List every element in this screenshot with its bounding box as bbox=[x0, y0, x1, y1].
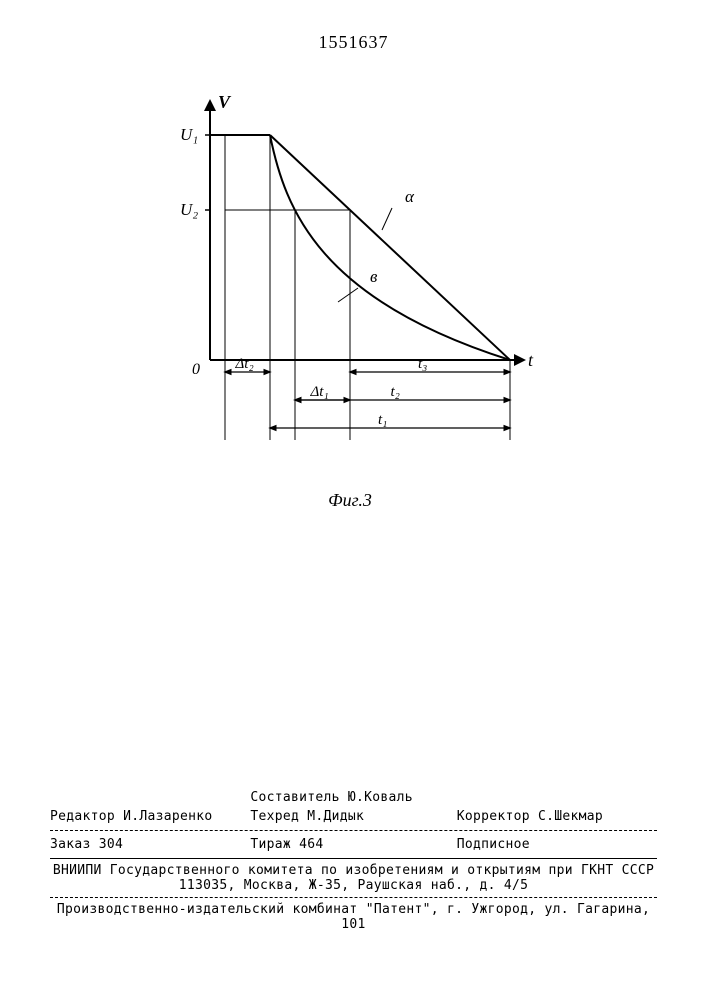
figure-3: Vt 0 U₁ U₂ α в Δt₂ t₃ Δt₁ t₂t₁ Фиг.3 bbox=[150, 90, 550, 520]
org-line-1: ВНИИПИ Государственного комитета по изоб… bbox=[50, 863, 657, 878]
svg-text:U₂: U₂ bbox=[180, 200, 198, 219]
svg-text:V: V bbox=[218, 92, 232, 112]
footer-spacer bbox=[457, 790, 657, 805]
printer-line: Производственно-издательский комбинат "П… bbox=[50, 902, 657, 932]
footer-spacer bbox=[50, 790, 250, 805]
subscription: Подписное bbox=[457, 837, 657, 852]
svg-text:t₃: t₃ bbox=[418, 356, 427, 372]
footer-row-staff: Редактор И.Лазаренко Техред М.Дидык Корр… bbox=[50, 807, 657, 826]
techred: Техред М.Дидык bbox=[250, 809, 456, 824]
chart-svg: Vt 0 U₁ U₂ α в Δt₂ t₃ Δt₁ t₂t₁ bbox=[150, 90, 550, 490]
svg-text:t₁: t₁ bbox=[378, 412, 387, 428]
page: 1551637 Vt 0 U₁ U₂ α в Δt₂ t₃ Δt₁ t₂t₁ Фиг.3 Сост… bbox=[0, 0, 707, 1000]
footer-row-compiler: Составитель Ю.Коваль bbox=[50, 788, 657, 807]
svg-text:t: t bbox=[528, 350, 534, 370]
editor: Редактор И.Лазаренко bbox=[50, 809, 250, 824]
print-run: Тираж 464 bbox=[250, 837, 456, 852]
imprint-footer: Составитель Ю.Коваль Редактор И.Лазаренк… bbox=[50, 788, 657, 932]
compiler: Составитель Ю.Коваль bbox=[250, 790, 456, 805]
divider bbox=[50, 897, 657, 898]
svg-text:t₂: t₂ bbox=[391, 384, 400, 400]
svg-text:в: в bbox=[370, 267, 378, 286]
divider bbox=[50, 858, 657, 859]
svg-text:Δt₂: Δt₂ bbox=[235, 356, 254, 372]
divider bbox=[50, 830, 657, 831]
figure-caption: Фиг.3 bbox=[150, 490, 550, 511]
order-no: Заказ 304 bbox=[50, 837, 250, 852]
svg-text:α: α bbox=[405, 187, 415, 206]
corrector: Корректор С.Шекмар bbox=[457, 809, 657, 824]
svg-text:U₁: U₁ bbox=[180, 125, 198, 144]
svg-text:0: 0 bbox=[192, 361, 200, 378]
svg-text:Δt₁: Δt₁ bbox=[310, 384, 329, 400]
document-number: 1551637 bbox=[0, 32, 707, 53]
footer-row-order: Заказ 304 Тираж 464 Подписное bbox=[50, 835, 657, 854]
org-line-2: 113035, Москва, Ж-35, Раушская наб., д. … bbox=[50, 878, 657, 893]
